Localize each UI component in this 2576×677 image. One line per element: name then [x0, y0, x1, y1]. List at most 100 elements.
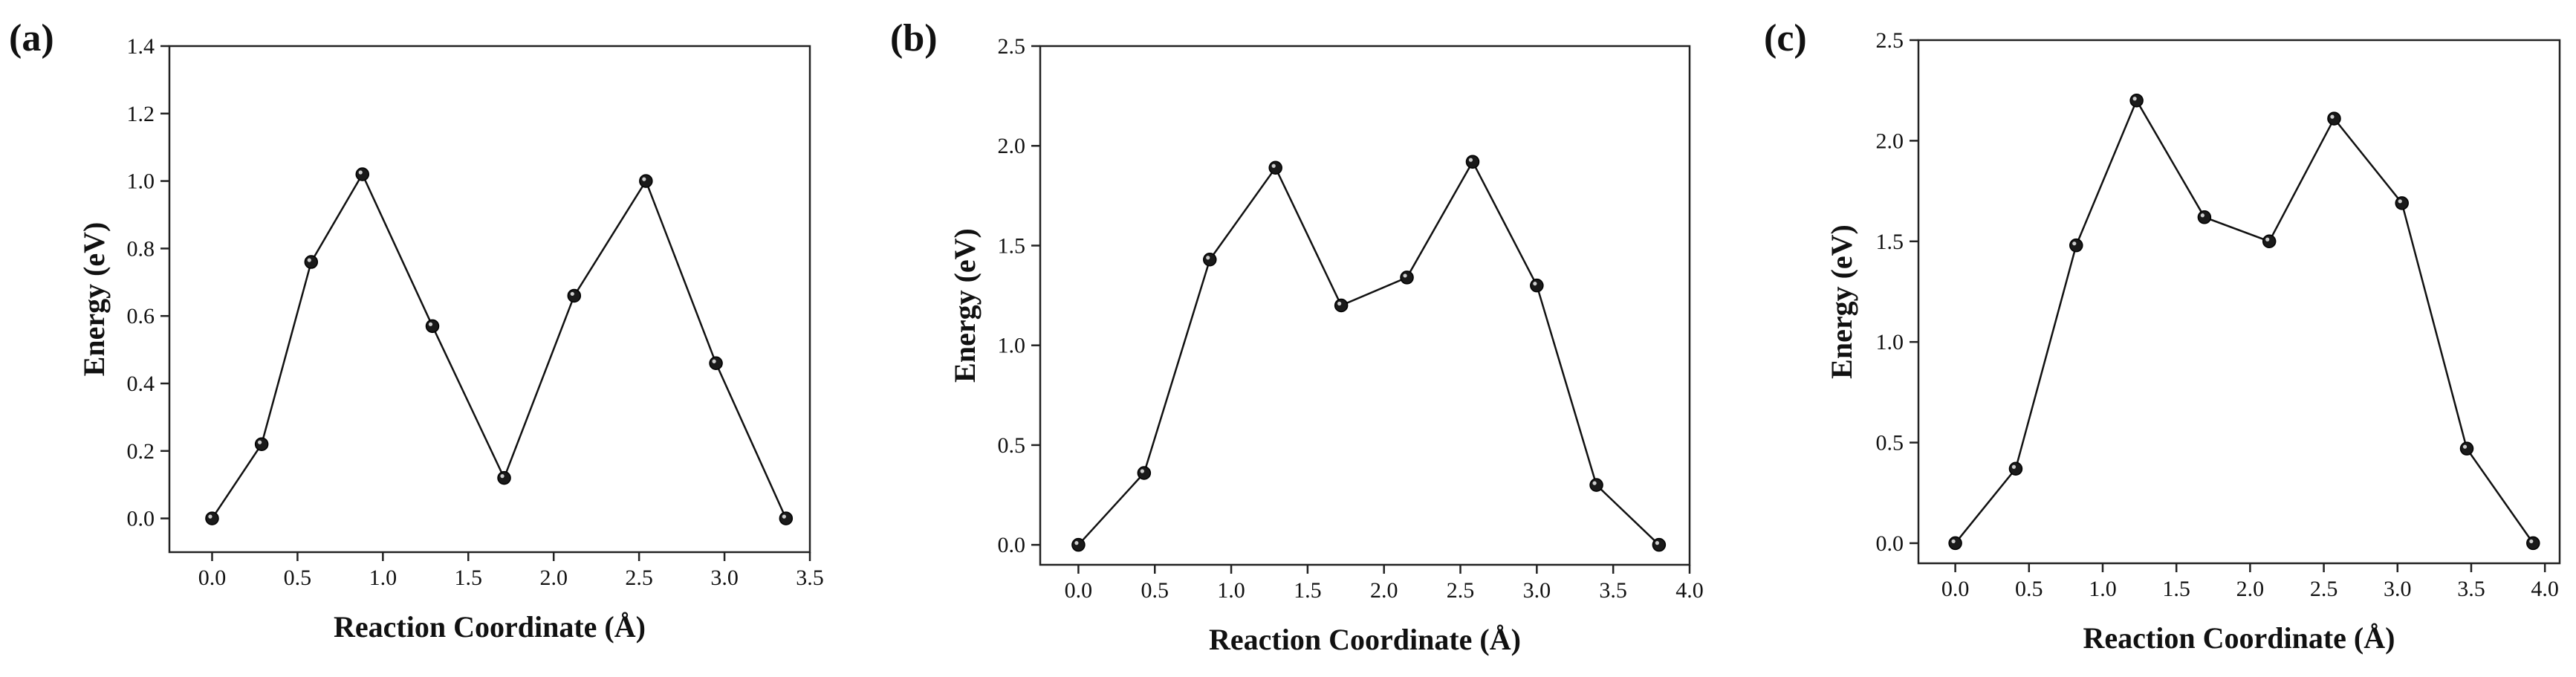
- plot-frame: [1039, 45, 1691, 566]
- data-point: [1268, 161, 1282, 175]
- y-tick-label: 0.0: [127, 507, 155, 531]
- panel-label: (c): [1764, 17, 1807, 59]
- y-tick-label: 0.5: [1876, 431, 1904, 456]
- x-tick-label: 1.5: [2162, 577, 2190, 601]
- data-point-highlight: [782, 514, 786, 519]
- x-tick-label: 4.0: [2531, 577, 2559, 601]
- x-tick-label: 0.5: [284, 566, 312, 590]
- y-tick-label: 1.0: [127, 169, 155, 194]
- data-point: [1203, 253, 1217, 267]
- plot-frame: [1917, 39, 2561, 565]
- y-tick-label: 1.0: [998, 334, 1026, 358]
- panel-label: (b): [890, 17, 938, 59]
- data-point-highlight: [2132, 97, 2137, 101]
- data-point: [2069, 238, 2083, 253]
- data-point: [639, 174, 653, 188]
- data-point: [497, 470, 511, 485]
- series-line: [1077, 160, 1660, 546]
- data-point: [1071, 537, 1086, 552]
- data-point: [1530, 278, 1544, 293]
- x-tick-label: 2.5: [625, 566, 653, 590]
- data-point-highlight: [642, 177, 646, 181]
- data-point-highlight: [2072, 242, 2077, 246]
- y-tick-label: 0.5: [998, 433, 1026, 458]
- data-point: [355, 167, 369, 181]
- y-tick-label: 1.2: [127, 102, 155, 126]
- x-tick-label: 3.0: [710, 566, 739, 590]
- x-tick-label: 3.5: [2457, 577, 2485, 601]
- data-point-highlight: [1140, 469, 1144, 473]
- data-point-highlight: [712, 359, 716, 363]
- y-axis-title: Energy (eV): [1825, 224, 1858, 379]
- x-tick-label: 0.5: [2015, 577, 2043, 601]
- data-point: [254, 437, 269, 451]
- x-tick-label: 1.0: [1217, 578, 1245, 603]
- data-point-highlight: [2462, 444, 2468, 449]
- data-point-highlight: [307, 258, 311, 262]
- x-tick-label: 1.5: [1294, 578, 1322, 603]
- data-point: [779, 511, 794, 525]
- y-tick-label: 1.4: [127, 34, 155, 59]
- x-tick-label: 2.5: [1447, 578, 1475, 603]
- data-point-highlight: [2529, 539, 2534, 544]
- x-axis-title: Reaction Coordinate (Å): [2083, 621, 2395, 655]
- data-point-highlight: [1206, 256, 1210, 260]
- panel-label: (a): [9, 17, 54, 59]
- y-tick-label: 2.5: [998, 34, 1026, 59]
- y-tick-label: 2.5: [1876, 28, 1904, 53]
- x-tick-label: 1.5: [455, 566, 483, 590]
- chart-panel-1: 0.0 0.5 1.0 1.5 2.0 2.5 3.0 3.5 0.0 0.2 0.4 0.6 0.8 1…: [9, 17, 824, 644]
- data-point-highlight: [2265, 237, 2270, 242]
- data-point-highlight: [1403, 273, 1407, 278]
- data-point-highlight: [1074, 541, 1079, 545]
- data-point-highlight: [2398, 199, 2402, 204]
- data-point: [2395, 196, 2409, 210]
- data-point: [2262, 234, 2277, 249]
- y-tick-label: 0.8: [127, 236, 155, 261]
- data-point: [304, 255, 319, 269]
- x-axis-title: Reaction Coordinate (Å): [334, 610, 646, 644]
- data-point: [1652, 537, 1667, 552]
- y-tick-label: 0.4: [127, 372, 155, 396]
- data-point-highlight: [570, 291, 574, 297]
- y-tick-label: 0.0: [1876, 531, 1904, 556]
- data-point-highlight: [1533, 282, 1537, 286]
- data-point: [1137, 466, 1152, 480]
- x-tick-label: 0.0: [1065, 578, 1093, 603]
- y-tick-label: 1.0: [1876, 330, 1904, 354]
- data-point-highlight: [1655, 541, 1659, 545]
- x-tick-label: 3.0: [2384, 577, 2412, 601]
- data-point-highlight: [1337, 301, 1342, 306]
- data-point: [1465, 155, 1480, 169]
- data-point-highlight: [2330, 114, 2335, 119]
- data-point: [1948, 536, 1962, 551]
- x-tick-label: 3.5: [1599, 578, 1627, 603]
- data-point-highlight: [500, 474, 505, 479]
- plot-frame: [168, 45, 811, 554]
- data-point: [2459, 441, 2474, 456]
- x-axis-title: Reaction Coordinate (Å): [1209, 623, 1521, 656]
- x-tick-label: 2.0: [539, 566, 568, 590]
- data-point: [2526, 536, 2540, 551]
- x-tick-label: 1.0: [369, 566, 398, 590]
- y-tick-label: 1.5: [1876, 230, 1904, 254]
- data-point-highlight: [1951, 539, 1956, 544]
- data-point: [205, 511, 219, 525]
- data-point-highlight: [208, 514, 212, 519]
- y-axis-title: Energy (eV): [948, 228, 982, 383]
- x-tick-label: 1.0: [2089, 577, 2117, 601]
- y-tick-label: 0.6: [127, 304, 155, 328]
- data-point-highlight: [358, 170, 363, 175]
- y-tick-label: 2.0: [1876, 129, 1904, 153]
- x-tick-label: 0.0: [1941, 577, 1970, 601]
- x-tick-label: 2.0: [1370, 578, 1398, 603]
- data-point-highlight: [2200, 213, 2204, 218]
- x-tick-label: 2.5: [2310, 577, 2338, 601]
- data-point-highlight: [1271, 163, 1276, 168]
- data-point: [1400, 271, 1414, 285]
- data-point: [1589, 478, 1603, 492]
- data-point-highlight: [258, 440, 262, 444]
- data-point-highlight: [1468, 158, 1473, 162]
- y-tick-label: 1.5: [998, 233, 1026, 258]
